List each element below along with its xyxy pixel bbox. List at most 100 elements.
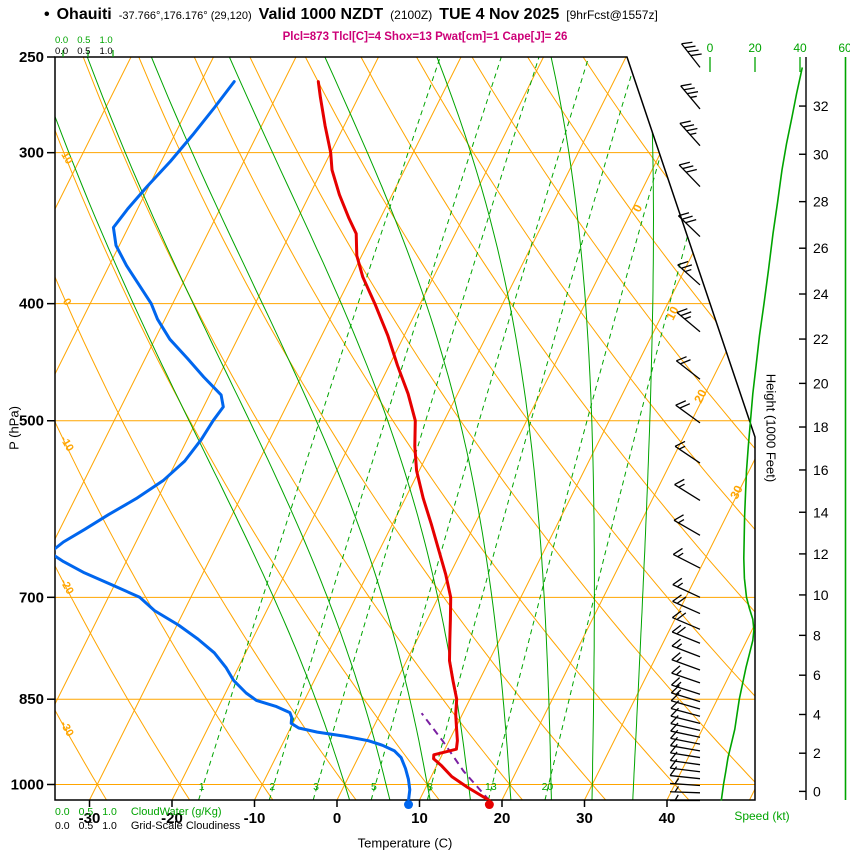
scale-tick: 0.0: [55, 46, 69, 57]
svg-text:-20: -20: [161, 810, 183, 827]
grid-scale-cloudiness-label: Grid-Scale Cloudiness: [130, 820, 241, 832]
svg-text:8: 8: [813, 627, 821, 643]
cloudwater-scale-top: 0.0 0.5 1.0: [55, 35, 113, 46]
surface-temperature-dot: [484, 800, 494, 810]
cloudwater-label: CloudWater (g/Kg): [130, 806, 222, 818]
cloudwater-scale-ticks: [62, 50, 114, 57]
svg-text:30: 30: [813, 146, 829, 162]
svg-text:40: 40: [793, 41, 807, 55]
scale-tick: 0.5: [77, 46, 91, 57]
svg-text:5: 5: [371, 781, 377, 793]
isotherm-labels: 0 10 20 30: [630, 202, 746, 502]
svg-text:20: 20: [494, 810, 511, 827]
svg-text:10: 10: [58, 150, 75, 167]
svg-text:60: 60: [838, 41, 850, 55]
svg-text:30: 30: [727, 483, 746, 502]
svg-text:0: 0: [630, 202, 646, 215]
svg-text:-30: -30: [79, 810, 101, 827]
plot-frame: [54, 56, 756, 801]
svg-text:2: 2: [813, 745, 821, 761]
scale-tick: 0.5: [78, 820, 94, 832]
svg-text:-10: -10: [57, 434, 75, 454]
svg-text:20: 20: [748, 41, 762, 55]
svg-text:18: 18: [813, 419, 829, 435]
svg-text:1: 1: [199, 781, 205, 793]
svg-text:22: 22: [813, 331, 829, 347]
title-bar: • Ohauiti -37.766°,176.176° (29,120) Val…: [44, 6, 658, 24]
scale-tick: 1.0: [99, 46, 113, 57]
svg-text:0: 0: [60, 296, 73, 307]
cloudwater-scale-bottom: 0.0 0.5 1.0 CloudWater (g/Kg): [55, 806, 222, 818]
svg-text:-10: -10: [244, 810, 266, 827]
svg-text:10: 10: [663, 304, 682, 323]
svg-text:-30: -30: [57, 719, 75, 739]
scale-tick: 1.0: [102, 820, 117, 832]
valid-time-utc: (2100Z): [390, 8, 433, 22]
svg-text:0: 0: [333, 810, 341, 827]
svg-text:1000: 1000: [11, 776, 44, 793]
station-coords: -37.766°,176.176° (29,120): [118, 10, 252, 22]
svg-text:4: 4: [813, 706, 821, 722]
svg-text:24: 24: [813, 286, 829, 302]
speed-axis-title: Speed (kt): [734, 809, 790, 823]
scale-tick: 1.0: [99, 35, 113, 46]
valid-date: TUE 4 Nov 2025: [439, 6, 560, 23]
scale-tick: 0.0: [55, 820, 70, 832]
svg-text:300: 300: [19, 145, 44, 162]
svg-text:20: 20: [813, 375, 829, 391]
mixing-ratio-labels: 1 2 3 5 8 13 20: [199, 781, 554, 793]
forecast-info: [9hrFcst@1557z]: [566, 8, 658, 22]
svg-text:32: 32: [813, 98, 829, 114]
svg-text:0: 0: [813, 783, 821, 799]
svg-text:6: 6: [813, 667, 821, 683]
svg-text:14: 14: [813, 504, 829, 520]
temperature-axis: -30 -20 -10 0 10 20 30 40: [79, 800, 676, 827]
height-axis-title: Height (1000 Feet): [763, 373, 779, 483]
svg-text:-20: -20: [57, 577, 75, 597]
svg-text:10: 10: [813, 587, 829, 603]
svg-text:13: 13: [485, 781, 497, 793]
scale-tick: 0.5: [78, 806, 94, 818]
svg-text:30: 30: [576, 810, 593, 827]
svg-text:700: 700: [19, 589, 44, 606]
scale-tick: 0.0: [55, 806, 70, 818]
svg-text:20: 20: [691, 387, 710, 406]
cloudiness-scale-bottom: 0.0 0.5 1.0 Grid-Scale Cloudiness: [55, 820, 240, 832]
skewt-grid: [55, 57, 755, 800]
svg-text:400: 400: [19, 296, 44, 313]
scale-tick: 1.0: [102, 806, 117, 818]
svg-text:40: 40: [659, 810, 676, 827]
valid-time: Valid 1000 NZDT: [258, 6, 384, 23]
cloudiness-scale-top: 0.0 0.5 1.0: [55, 46, 113, 57]
svg-text:8: 8: [427, 781, 433, 793]
station-name: Ohauiti: [56, 6, 112, 23]
moist-adiabats-mixing-lines: [55, 57, 737, 800]
svg-text:3: 3: [313, 781, 319, 793]
pressure-axis-title: P (hPa): [6, 406, 22, 450]
bullet-icon: •: [44, 6, 50, 23]
wind-barbs: [669, 41, 702, 802]
scale-tick: 0.5: [77, 35, 91, 46]
sounding-indices: Plcl=873 Tlcl[C]=4 Shox=13 Pwat[cm]=1 Ca…: [282, 31, 568, 43]
speed-axis: 0 20 40 60: [707, 41, 850, 800]
svg-text:2: 2: [269, 781, 275, 793]
surface-dewpoint-dot: [404, 800, 414, 810]
dry-adiabat-labels: 10 0 -10 -20 -30: [57, 150, 75, 739]
svg-text:10: 10: [411, 810, 428, 827]
svg-text:0: 0: [707, 41, 714, 55]
svg-text:20: 20: [542, 781, 554, 793]
svg-text:850: 850: [19, 691, 44, 708]
wind-speed-profile: [720, 67, 804, 801]
dewpoint-curve: [55, 80, 412, 800]
temperature-axis-title: Temperature (C): [357, 835, 453, 851]
pressure-axis: 250 300 400 500 700 850 1000: [11, 49, 55, 793]
svg-text:12: 12: [813, 546, 829, 562]
svg-text:26: 26: [813, 240, 829, 256]
svg-text:16: 16: [813, 462, 829, 478]
svg-text:250: 250: [19, 49, 44, 66]
scale-tick: 0.0: [55, 35, 69, 46]
temperature-curve: [316, 80, 491, 800]
svg-text:28: 28: [813, 194, 829, 210]
